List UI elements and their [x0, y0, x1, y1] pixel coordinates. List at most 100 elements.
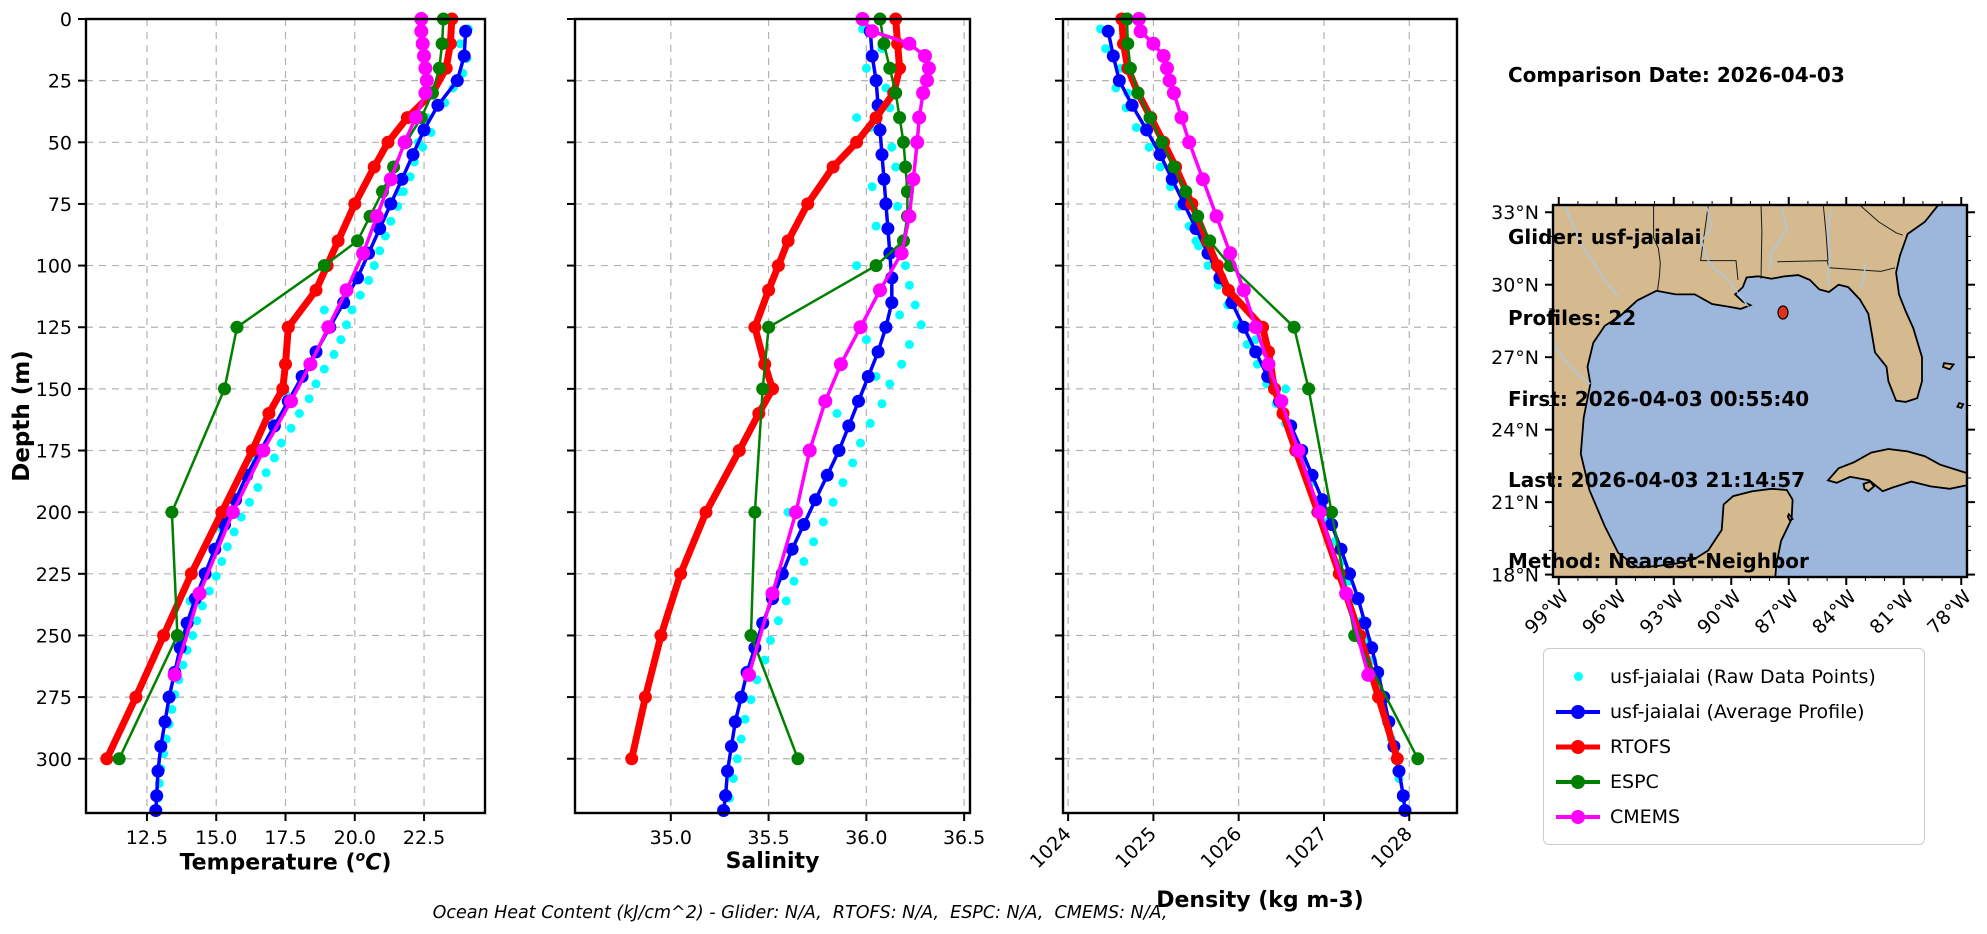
land-polygon: [1956, 402, 1965, 409]
river: [1553, 342, 1591, 385]
svg-text:175: 175: [36, 441, 72, 463]
svg-text:150: 150: [36, 379, 72, 401]
legend: usf-jaialai (Raw Data Points) usf-jaiala…: [1543, 648, 1925, 845]
info-panel: Comparison Date: 2026-04-03 Glider: usf-…: [1508, 8, 1845, 629]
density-plot: 1024 1025 1026 1027 1028: [1026, 12, 1459, 873]
state-border: [1760, 205, 1763, 279]
salinity-axis-label: Salinity: [725, 849, 820, 874]
svg-text:78°W: 78°W: [1923, 586, 1976, 639]
series-cmems: [1131, 12, 1376, 682]
legend-label: CMEMS: [1610, 805, 1681, 828]
svg-text:18°N: 18°N: [1491, 565, 1539, 587]
grid: [86, 18, 485, 813]
info-spacer: [1508, 143, 1845, 170]
svg-text:75: 75: [48, 194, 72, 216]
svg-text:15.0: 15.0: [195, 827, 237, 849]
svg-text:81°W: 81°W: [1866, 586, 1919, 639]
cmems-line-icon: [1556, 809, 1600, 824]
method-text: Method: Nearest-Neighbor: [1508, 549, 1809, 573]
ticks: [1055, 18, 1411, 821]
ticks: [78, 18, 426, 821]
state-border: [1653, 205, 1661, 291]
series: [625, 12, 936, 817]
series-espc: [1120, 12, 1425, 766]
series: [100, 12, 473, 817]
legend-label: RTOFS: [1610, 735, 1672, 758]
series-cmems: [167, 12, 434, 682]
legend-item-raw: usf-jaialai (Raw Data Points): [1556, 659, 1912, 694]
depth-axis-label: Depth (m): [9, 350, 35, 482]
svg-text:1027: 1027: [1282, 823, 1332, 873]
svg-text:36.0: 36.0: [845, 827, 887, 849]
svg-text:125: 125: [36, 317, 72, 339]
river: [1827, 209, 1832, 286]
tick-labels: 1024 1025 1026 1027 1028: [1026, 823, 1417, 873]
tick-labels: 12.5 15.0 17.5 20.0 22.5 0 25 50 75 100 125 150 175 2…: [36, 9, 445, 849]
svg-text:1028: 1028: [1367, 823, 1417, 873]
svg-text:275: 275: [36, 687, 72, 709]
svg-text:1026: 1026: [1196, 823, 1246, 873]
series-cmems: [742, 12, 936, 682]
svg-text:200: 200: [36, 502, 72, 524]
legend-item-average: usf-jaialai (Average Profile): [1556, 694, 1912, 729]
temperature-plot: 12.5 15.0 17.5 20.0 22.5 0 25 50 75 100 125 150 175 2…: [36, 9, 487, 849]
profiles-count-text: Profiles: 22: [1508, 306, 1637, 330]
ohc-caption: Ocean Heat Content (kJ/cm^2) - Glider: N…: [432, 903, 1168, 923]
series-espc: [744, 12, 914, 766]
rtofs-line-icon: [1556, 739, 1600, 754]
series: [1096, 12, 1425, 817]
state-border: [1700, 205, 1739, 280]
legend-label: usf-jaialai (Average Profile): [1610, 700, 1865, 723]
series-raw: [153, 24, 473, 803]
legend-item-cmems: CMEMS: [1556, 799, 1912, 834]
espc-line-icon: [1556, 774, 1600, 789]
svg-text:30°N: 30°N: [1491, 275, 1539, 297]
river: [1700, 205, 1750, 307]
state-border: [1859, 205, 1903, 236]
svg-text:50: 50: [48, 132, 72, 154]
grid: [1063, 18, 1457, 813]
svg-text:1025: 1025: [1111, 823, 1161, 873]
legend-item-espc: ESPC: [1556, 764, 1912, 799]
svg-text:100: 100: [36, 256, 72, 278]
series-rtofs: [625, 12, 907, 766]
svg-text:22.5: 22.5: [403, 827, 445, 849]
svg-text:35.5: 35.5: [747, 827, 789, 849]
svg-text:24°N: 24°N: [1491, 420, 1539, 442]
series-rtofs: [100, 12, 459, 766]
svg-text:225: 225: [36, 564, 72, 586]
density-axis-label: Density (kg m-3): [1156, 888, 1364, 913]
river: [1859, 262, 1867, 289]
land-polygon: [1941, 362, 1956, 371]
svg-text:17.5: 17.5: [264, 827, 306, 849]
svg-text:20.0: 20.0: [334, 827, 376, 849]
legend-label: ESPC: [1610, 770, 1659, 793]
glider-location-marker: [1777, 305, 1789, 320]
temperature-axis-label: Temperature (oC): [179, 849, 392, 876]
svg-text:27°N: 27°N: [1491, 347, 1539, 369]
glider-name-text: Glider: usf-jaialai: [1508, 225, 1702, 249]
svg-text:12.5: 12.5: [126, 827, 168, 849]
river: [1768, 205, 1788, 271]
average-profile-line-icon: [1556, 704, 1600, 719]
svg-text:35.0: 35.0: [650, 827, 692, 849]
land-polygon: [1862, 480, 1876, 493]
comparison-date-text: Comparison Date: 2026-04-03: [1508, 63, 1845, 87]
land-polygon: [1553, 205, 1940, 577]
state-border: [1822, 205, 1829, 261]
salinity-plot: 35.0 35.5 36.0 36.5: [567, 12, 985, 849]
svg-text:0: 0: [60, 9, 72, 31]
legend-label: usf-jaialai (Raw Data Points): [1610, 665, 1876, 688]
tick-labels: 35.0 35.5 36.0 36.5: [650, 827, 986, 849]
raw-data-marker-icon: [1556, 672, 1600, 681]
svg-text:300: 300: [36, 749, 72, 771]
ticks: [567, 18, 966, 821]
river: [1563, 205, 1619, 298]
series-raw: [1096, 24, 1407, 803]
land-polygon: [1786, 512, 1795, 522]
svg-text:25: 25: [48, 71, 72, 93]
svg-text:250: 250: [36, 625, 72, 647]
svg-text:1024: 1024: [1026, 823, 1076, 873]
